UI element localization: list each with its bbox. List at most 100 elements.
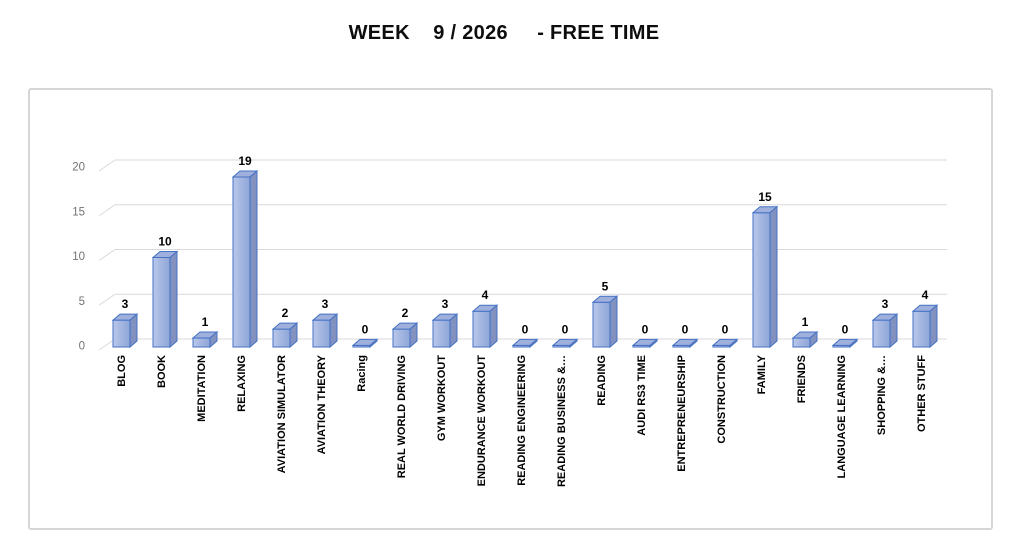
bar-side-face <box>369 338 378 349</box>
bar-side-face <box>489 304 498 349</box>
bar-value-label: 1 <box>802 315 809 329</box>
x-axis-category-label: AVIATION THEORY <box>316 354 328 454</box>
bar-value-label: 10 <box>158 235 172 249</box>
bar-side-face <box>889 313 898 349</box>
y-axis-tick-label: 20 <box>72 162 85 174</box>
bar-front-face <box>312 319 331 348</box>
bar-side-face <box>529 338 538 349</box>
x-axis-category-label: ENTREPRENEURSHIP <box>676 355 688 472</box>
bar-front-face <box>392 328 411 348</box>
bar-group-15: 0 CONSTRUCTION <box>711 322 739 444</box>
bar-group-8: 3 GYM WORKOUT <box>431 297 459 441</box>
bar-group-4: 2 AVIATION SIMULATOR <box>271 306 299 473</box>
bar-front-face <box>872 319 891 348</box>
bar-group-6: 0 Racing <box>351 322 379 392</box>
x-axis-category-label: OTHER STUFF <box>916 355 928 432</box>
bar-group-11: 0 READING BUSINESS &… <box>551 322 579 487</box>
bar-value-label: 0 <box>842 322 849 336</box>
bar-side-face <box>249 169 258 349</box>
bar-side-face <box>649 338 658 349</box>
bar-side-face <box>409 322 418 349</box>
bar-front-face <box>232 176 251 348</box>
chart-svg: 051015203BLOG10BOOK1MEDITATION19RELAXING… <box>72 154 947 487</box>
bar-side-face <box>809 330 818 349</box>
bar-value-label: 2 <box>282 306 289 320</box>
bar-front-face <box>272 328 291 348</box>
bar-side-face <box>929 304 938 349</box>
bar-value-label: 0 <box>682 322 689 336</box>
gridline-perspective-tick <box>98 249 116 261</box>
bar-front-face <box>792 337 811 348</box>
bar-group-19: 3 SHOPPING &… <box>871 297 899 435</box>
gridline-perspective-tick <box>98 338 116 351</box>
bar-front-face <box>752 212 771 348</box>
bar-side-face <box>329 313 338 349</box>
x-axis-category-label: MEDITATION <box>196 355 208 422</box>
bar-group-3: 19 RELAXING <box>231 154 259 412</box>
bar-group-16: 15 FAMILY <box>751 190 779 394</box>
bar-group-18: 0 LANGUAGE LEARNING <box>831 322 859 478</box>
x-axis-category-label: READING <box>596 355 608 406</box>
x-axis-category-label: REAL WORLD DRIVING <box>396 355 408 478</box>
x-axis-category-label: AUDI RS3 TIME <box>636 355 648 436</box>
bar-side-face <box>609 295 618 349</box>
bar-side-face <box>769 205 778 349</box>
y-axis-tick-label: 15 <box>72 206 85 218</box>
bar-side-face <box>689 338 698 349</box>
x-axis-category-label: SHOPPING &… <box>876 355 888 435</box>
bar-side-face <box>849 338 858 349</box>
bar-side-face <box>209 330 218 349</box>
x-axis-category-label: GYM WORKOUT <box>436 355 448 441</box>
chart-area: 0 5 10 15 20 3 BLOG 10 BOOK 1 MEDITATION 19 RELAXING… <box>28 88 993 530</box>
bar-side-face <box>169 250 178 349</box>
x-axis-category-label: BOOK <box>156 355 168 388</box>
y-axis-tick-label: 5 <box>79 296 85 308</box>
gridline-perspective-tick <box>98 204 116 217</box>
chart-title: WEEK 9 / 2026 - FREE TIME <box>348 22 660 44</box>
bar-value-label: 4 <box>482 288 489 302</box>
bar-value-label: 4 <box>922 288 929 302</box>
bar-front-face <box>912 310 931 348</box>
x-axis-category-label: BLOG <box>116 355 128 387</box>
bar-front-face <box>152 257 171 348</box>
bar-group-9: 4 ENDURANCE WORKOUT <box>471 288 499 487</box>
x-axis-category-label: ENDURANCE WORKOUT <box>476 355 488 487</box>
bar-side-face <box>289 322 298 349</box>
bar-value-label: 2 <box>402 306 409 320</box>
bar-value-label: 0 <box>642 322 649 336</box>
y-axis-tick-label: 10 <box>72 251 85 263</box>
bar-front-face <box>592 301 611 348</box>
x-axis-category-label: CONSTRUCTION <box>716 355 728 444</box>
bar-side-face <box>729 338 738 349</box>
gridline-perspective-tick <box>98 159 116 172</box>
bar-value-label: 3 <box>322 297 329 311</box>
bar-side-face <box>569 338 578 349</box>
bar-value-label: 5 <box>602 279 609 293</box>
bar-value-label: 1 <box>202 315 209 329</box>
bar-front-face <box>432 319 451 348</box>
bar-value-label: 15 <box>758 190 772 204</box>
bar-value-label: 3 <box>122 297 129 311</box>
bar-group-10: 0 READING ENGINEERING <box>511 322 539 486</box>
bar-group-1: 10 BOOK <box>151 235 179 388</box>
bar-side-face <box>129 313 138 349</box>
x-axis-category-label: FAMILY <box>756 354 768 394</box>
bar-value-label: 0 <box>722 322 729 336</box>
bar-group-12: 5 READING <box>591 279 619 406</box>
bar-value-label: 0 <box>522 322 529 336</box>
x-axis-category-label: AVIATION SIMULATOR <box>276 355 288 473</box>
bar-group-20: 4 OTHER STUFF <box>911 288 939 432</box>
x-axis-category-label: FRIENDS <box>796 355 808 403</box>
bar-value-label: 3 <box>442 297 449 311</box>
x-axis-category-label: READING BUSINESS &… <box>556 355 568 487</box>
y-axis-tick-label: 0 <box>79 341 85 353</box>
bar-group-0: 3 BLOG <box>111 297 139 387</box>
bar-value-label: 0 <box>562 322 569 336</box>
x-axis-category-label: RELAXING <box>236 355 248 412</box>
bar-group-14: 0 ENTREPRENEURSHIP <box>671 322 699 472</box>
x-axis-category-label: READING ENGINEERING <box>516 355 528 486</box>
bar-front-face <box>192 337 211 348</box>
bar-front-face <box>472 310 491 348</box>
bar-group-5: 3 AVIATION THEORY <box>311 297 339 454</box>
